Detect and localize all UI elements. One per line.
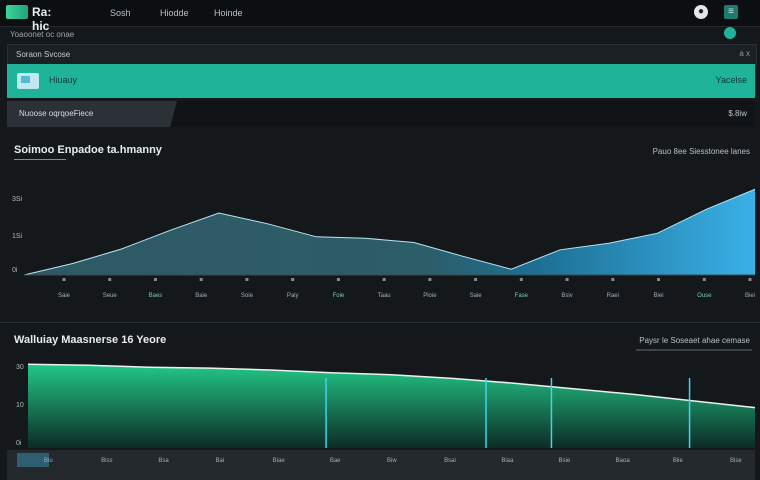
nav-item-2[interactable]: Hiodde (160, 8, 189, 18)
chart1-note: Pauo 8ee Siesstonee lanes (652, 147, 750, 156)
panel-actions[interactable]: a x (739, 49, 750, 58)
chart2-ytick: 30 (16, 364, 24, 371)
chart1-point-marker (291, 278, 295, 281)
chart1-point-marker (245, 278, 249, 281)
app-logo[interactable]: Ra: hic (6, 5, 51, 33)
panel-header: Soraon Svcose a x (7, 44, 757, 66)
chart1-point-marker (336, 278, 340, 281)
selected-row[interactable]: Hiuauy Yacelse (7, 64, 755, 98)
chart1-point-marker (199, 278, 203, 281)
chart1-ytick: 3Si (12, 196, 23, 203)
filter-value: $.8iw (728, 109, 747, 118)
selected-row-label: Hiuauy (49, 75, 78, 85)
chart1-xtick: Baie (195, 293, 208, 299)
chart1-xtick: Baes (149, 293, 163, 299)
x-axis-strip (7, 450, 755, 480)
chart1-accent-line (14, 159, 66, 160)
chart1-title: Soimoo Enpadoe ta.hmanny (14, 144, 162, 156)
chart1-xtick: Seue (103, 293, 118, 299)
filter-tab[interactable]: Nuoose oqrqoeFiece (7, 101, 177, 127)
chart1-xtick: Fase (515, 293, 529, 299)
chart1-point-marker (153, 278, 157, 281)
nav-item-3[interactable]: Hoinde (214, 8, 243, 18)
chart2-xtick: Biie (672, 458, 683, 464)
chart2-xtick: Biss (101, 458, 113, 464)
folder-icon (17, 73, 39, 89)
chart2-series-area (28, 364, 755, 448)
chart2-xtick: Biw (387, 458, 397, 464)
chart2-legend-line (636, 349, 752, 351)
divider (0, 322, 760, 323)
panel-title: Soraon Svcose (16, 50, 71, 59)
subheader: Yoaoonet oc onae (0, 26, 760, 44)
chart1-xtick: Saie (470, 293, 483, 299)
chart1-xtick: Soie (241, 293, 254, 299)
chart1-ytick: 0i (12, 267, 18, 274)
chart1-area: Saie Seue Baes Baie Soie Paiy Foie Taau Ploie Sai… (23, 188, 756, 299)
selected-x-tab[interactable] (17, 453, 49, 467)
globe-icon[interactable]: ● (694, 5, 708, 19)
chart2-xtick: Bsa (158, 458, 169, 464)
chart1-point-marker (428, 278, 432, 281)
chart2-xtick: Bise (730, 458, 742, 464)
chart1-xtick: Bsiv (561, 293, 572, 299)
chart2-ytick: 0i (16, 440, 22, 447)
chart2-xtick: Bsie (558, 458, 571, 464)
chart2-xtick: Baoa (615, 458, 630, 464)
chart1-xtick: Saie (58, 293, 71, 299)
breadcrumb: Yoaoonet oc onae (10, 30, 75, 39)
menu-icon[interactable]: ≡ (724, 5, 738, 19)
chart2-xtick: Biu (44, 458, 53, 464)
chart2-xtick: Bae (329, 458, 341, 464)
chart1-xtick: Ploie (423, 293, 437, 299)
chart1-series-line (23, 188, 756, 276)
chart1-point-marker (611, 278, 615, 281)
chart1-xtick: Raei (607, 293, 619, 299)
chart1-xtick: Taau (378, 293, 391, 299)
chart1-point-marker (657, 278, 661, 281)
chart2-xtick: Biaa (501, 458, 514, 464)
chart2-series-line (27, 363, 756, 409)
chart1-xtick: Biei (654, 293, 664, 299)
chart1-point-marker (702, 278, 706, 281)
chart1-point-marker (748, 278, 752, 281)
chart1-point-marker (382, 278, 386, 281)
chart2-area (27, 363, 756, 448)
chart1-xtick: Biei (745, 293, 755, 299)
top-bar: Ra: hic Sosh Hiodde Hoinde ● ≡ (0, 0, 760, 33)
chart1-series-area (24, 189, 755, 275)
chart1-xtick: Ouse (697, 293, 712, 299)
chart1-ytick: 1Si (12, 233, 23, 240)
chart2-xtick: Bai (215, 458, 225, 464)
chart1-point-marker (565, 278, 569, 281)
filter-bar: Nuoose oqrqoeFiece $.8iw (7, 101, 755, 127)
chart2-ytick: 10 (16, 402, 24, 409)
chart1-xtick: Foie (333, 293, 345, 299)
chart1-point-marker (474, 278, 478, 281)
status-dot-icon[interactable] (724, 27, 736, 39)
chart1-point-marker (519, 278, 523, 281)
chart1-xtick: Paiy (287, 293, 299, 299)
selected-row-action[interactable]: Yacelse (715, 75, 747, 85)
logo-mark-icon (6, 5, 28, 19)
nav-item-1[interactable]: Sosh (110, 8, 131, 18)
chart2-note: Paysr le Soseaet ahae cemase (639, 336, 750, 345)
chart1-point-marker (108, 278, 112, 281)
chart2-title: Walluiay Maasnerse 16 Yeore (14, 334, 167, 346)
chart1-point-marker (62, 278, 66, 281)
chart2-xtick: Biae (272, 458, 285, 464)
filter-tab-label: Nuoose oqrqoeFiece (19, 109, 94, 118)
chart2-xtick: Bsai (444, 458, 456, 464)
logo-text: Ra: hic (32, 5, 52, 33)
